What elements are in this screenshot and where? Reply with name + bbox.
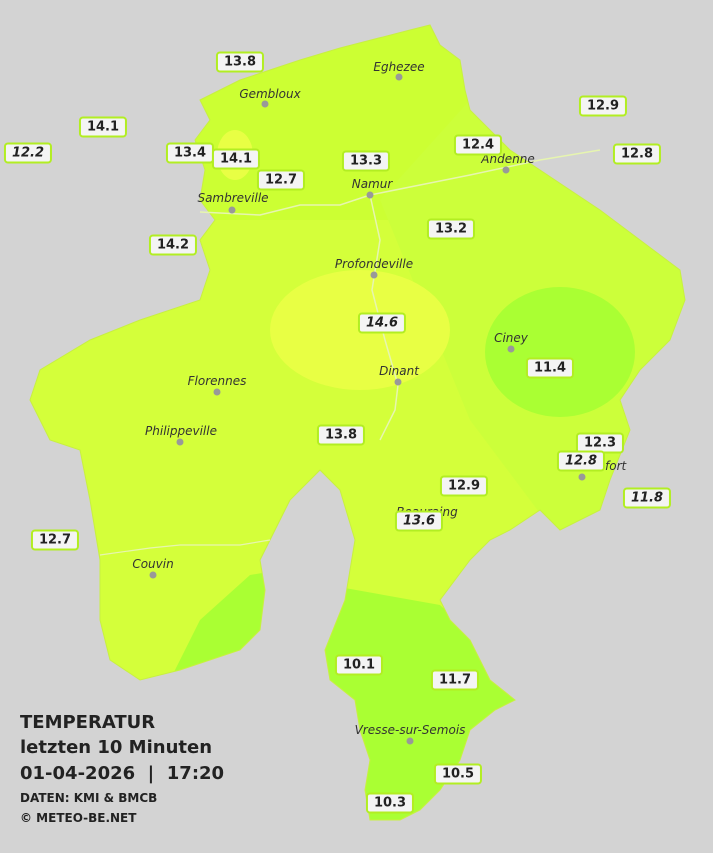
station-value: 12.2	[3, 142, 53, 164]
city-dot	[261, 100, 269, 108]
station-value: 13.8	[215, 51, 265, 73]
station-value: 12.8	[612, 143, 662, 165]
city-label: Gembloux	[239, 87, 301, 101]
station-value: 10.5	[433, 763, 483, 785]
station-value: 14.1	[211, 148, 261, 170]
legend-copyright: © METEO-BE.NET	[20, 811, 137, 825]
city-label: Sambreville	[197, 191, 269, 205]
station-value: 10.1	[334, 654, 384, 676]
city-label: Philippeville	[145, 424, 217, 438]
station-value: 12.7	[256, 169, 306, 191]
city-dot	[366, 191, 374, 199]
city-dot	[578, 473, 586, 481]
station-value: 14.2	[148, 234, 198, 256]
city-dot	[394, 378, 402, 386]
legend-title: TEMPERATUR	[20, 712, 156, 733]
city-label: Ciney	[494, 331, 528, 345]
city-dot	[176, 438, 184, 446]
station-value: 13.6	[394, 510, 444, 532]
city-dot	[228, 206, 236, 214]
legend-datetime: 01-04-2026 | 17:20	[20, 763, 225, 784]
legend-source: DATEN: KMI & BMCB	[20, 791, 158, 805]
station-value: 12.7	[30, 529, 80, 551]
city-label: Profondeville	[334, 257, 414, 271]
station-value: 14.6	[357, 312, 407, 334]
station-value: 12.8	[556, 450, 606, 472]
city-dot	[370, 271, 378, 279]
city-label: Namur	[351, 177, 393, 191]
station-value: 12.9	[578, 95, 628, 117]
station-value: 13.4	[165, 142, 215, 164]
city-label: Couvin	[132, 557, 174, 571]
station-value: 13.8	[316, 424, 366, 446]
city-dot	[149, 571, 157, 579]
station-value: 11.4	[525, 357, 575, 379]
city-dot	[406, 737, 414, 745]
city-dot	[395, 73, 403, 81]
station-value: 12.4	[453, 134, 503, 156]
city-label: Andenne	[481, 152, 535, 166]
city-label: Florennes	[187, 374, 247, 388]
city-label: Vresse-sur-Semois	[354, 723, 466, 737]
station-value: 10.3	[365, 792, 415, 814]
station-value: 12.9	[439, 475, 489, 497]
city-label: Dinant	[379, 364, 419, 378]
station-value: 13.2	[426, 218, 476, 240]
station-value: 11.7	[430, 669, 480, 691]
city-dot	[507, 345, 515, 353]
city-dot	[213, 388, 221, 396]
city-dot	[502, 166, 510, 174]
station-value: 12.3	[575, 432, 625, 454]
city-label: Eghezee	[373, 60, 425, 74]
station-value: 11.8	[622, 487, 672, 509]
station-value: 14.1	[78, 116, 128, 138]
legend-period: letzten 10 Minuten	[20, 737, 213, 758]
station-value: 13.3	[341, 150, 391, 172]
